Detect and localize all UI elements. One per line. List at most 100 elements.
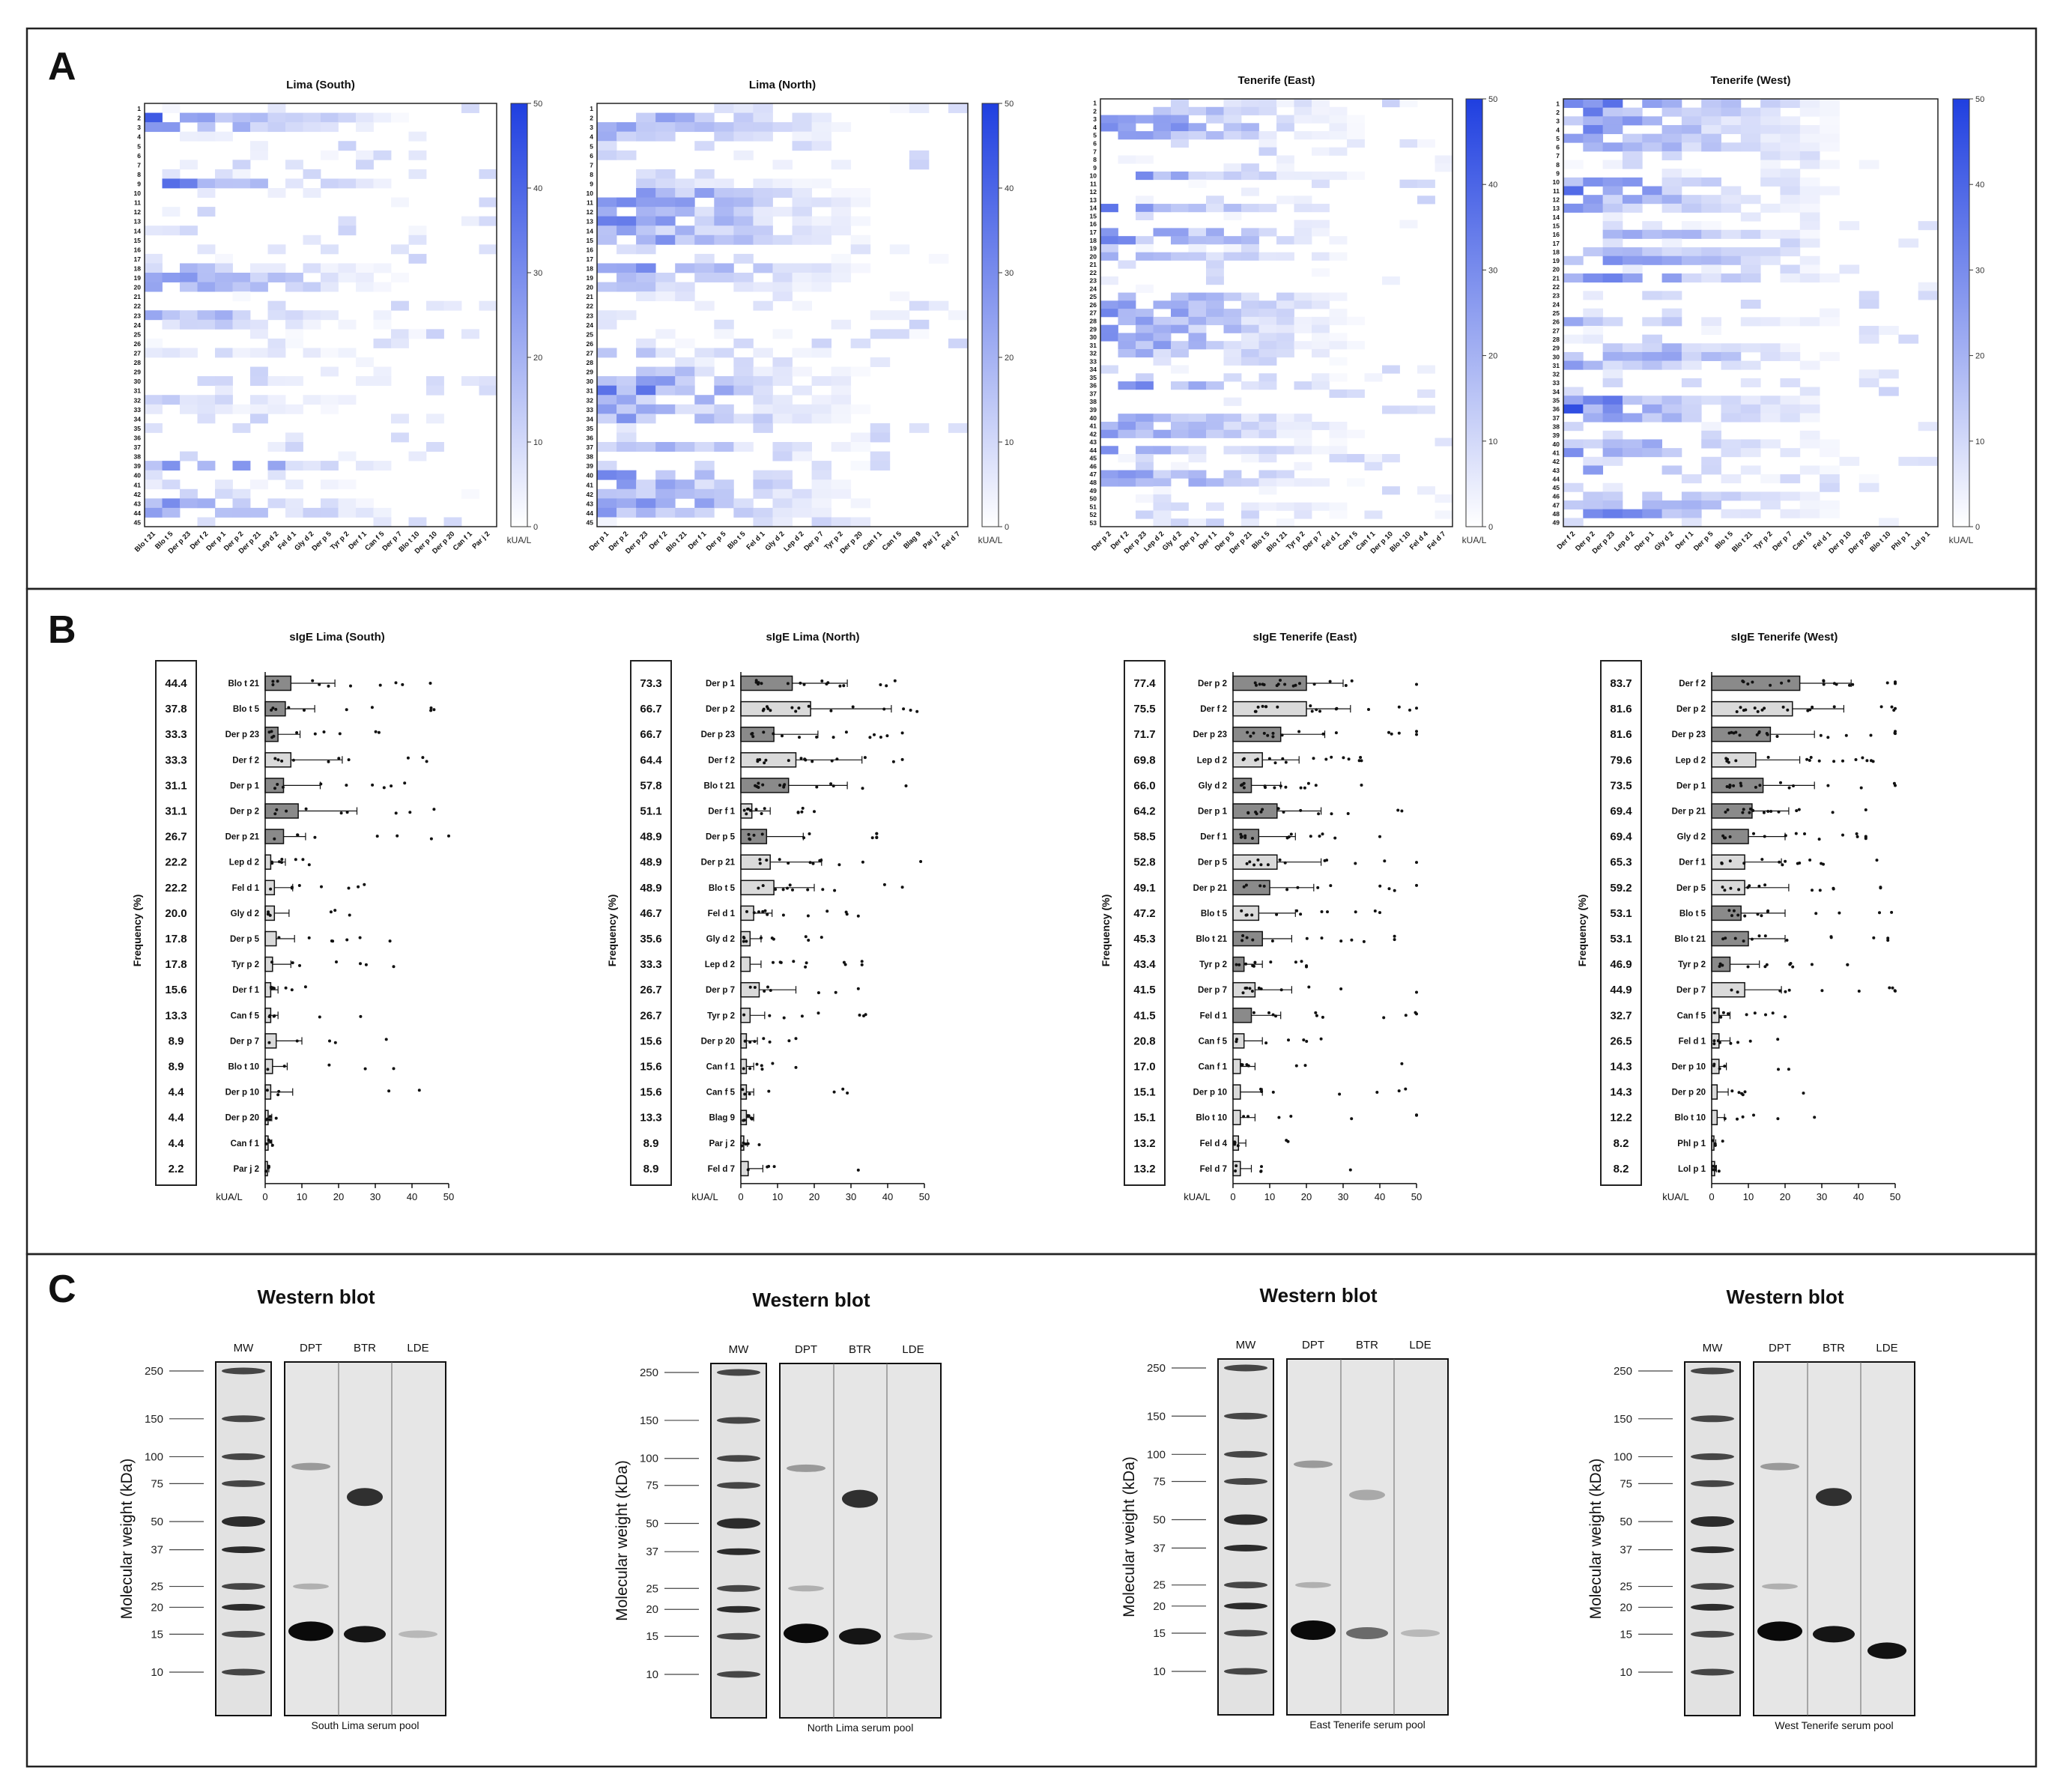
- x-tick-label: 0: [738, 1191, 743, 1202]
- heatmap-cell: [145, 507, 163, 518]
- mw-marker-label: 15: [646, 1630, 658, 1643]
- frequency-value: 2.2: [169, 1163, 184, 1175]
- heatmap-cell: [675, 507, 695, 518]
- dpt-band: [1291, 1620, 1336, 1640]
- heatmap-cell: [1820, 273, 1840, 283]
- heatmap-cell: [772, 366, 793, 377]
- data-point: [280, 858, 284, 861]
- data-point: [860, 960, 864, 963]
- heatmap-cell: [1258, 421, 1277, 431]
- data-point: [1312, 682, 1316, 686]
- heatmap-row-label: 7: [137, 161, 141, 169]
- bar: [1711, 981, 1745, 998]
- heatmap-cell: [1136, 115, 1154, 124]
- heatmap-row-label: 5: [590, 142, 593, 150]
- heatmap-cell: [1583, 491, 1604, 501]
- heatmap-cell: [694, 169, 715, 179]
- data-point: [1829, 936, 1833, 939]
- heatmap-cell: [792, 366, 812, 377]
- bar: [740, 700, 811, 717]
- heatmap-row-label: 27: [1090, 309, 1097, 317]
- heatmap-cell: [1661, 509, 1682, 518]
- heatmap-cell: [1721, 99, 1742, 109]
- heatmap-cell: [426, 300, 444, 311]
- data-point: [1276, 807, 1280, 811]
- data-point: [1757, 884, 1761, 888]
- heatmap-cell: [215, 488, 233, 499]
- data-point: [284, 986, 288, 990]
- heatmap-cell: [1858, 378, 1879, 387]
- heatmap-cell: [1602, 195, 1623, 205]
- mw-axis-label: Molecular weight (kDa): [118, 1459, 136, 1620]
- frequency-axis-label: Frequency (%): [1100, 895, 1112, 966]
- heatmap-cell: [1258, 324, 1277, 333]
- dpt-band: [788, 1585, 824, 1592]
- data-point: [276, 783, 279, 786]
- heatmap-cell: [285, 461, 303, 471]
- data-point: [335, 960, 338, 963]
- heatmap-cell: [479, 216, 497, 226]
- data-point: [1886, 939, 1890, 942]
- data-point: [425, 760, 428, 763]
- heatmap-cell: [162, 310, 181, 321]
- heatmap-cell: [267, 348, 286, 358]
- heatmap-cell: [250, 479, 268, 490]
- heatmap-cell: [338, 498, 357, 509]
- heatmap-cell: [303, 112, 321, 123]
- data-point: [1314, 784, 1318, 787]
- heatmap-cell: [733, 282, 754, 292]
- heatmap-cell: [1740, 439, 1761, 449]
- dpt-band: [1757, 1621, 1802, 1641]
- heatmap-cell: [1760, 133, 1781, 143]
- heatmap-cell: [303, 122, 321, 133]
- frequency-value: 22.2: [165, 856, 187, 869]
- mw-marker-label: 25: [1620, 1581, 1632, 1593]
- data-point: [1253, 960, 1257, 964]
- bar-category-label: Blo t 5: [709, 884, 736, 893]
- data-point: [429, 706, 433, 709]
- data-point: [1784, 990, 1787, 993]
- data-point: [794, 709, 798, 713]
- data-point: [805, 961, 808, 965]
- heatmap-cell: [811, 517, 832, 527]
- heatmap-column-label: Can f 1: [452, 530, 475, 553]
- heatmap-cell: [694, 122, 715, 133]
- heatmap-cell: [162, 395, 181, 405]
- bar-category-label: Der p 20: [225, 1114, 259, 1123]
- heatmap-cell: [1100, 324, 1118, 333]
- heatmap-row-label: 48: [1553, 510, 1560, 518]
- data-point: [1319, 1037, 1323, 1041]
- heatmap-cell: [1206, 252, 1224, 261]
- data-point: [1314, 1011, 1318, 1014]
- heatmap-cell: [1760, 247, 1781, 257]
- heatmap-cell: [1153, 478, 1172, 487]
- data-point: [1784, 834, 1787, 838]
- heatmap-cell: [909, 319, 930, 330]
- heatmap-cell: [1760, 343, 1781, 353]
- data-point: [794, 1037, 798, 1041]
- data-point: [1743, 914, 1747, 918]
- heatmap-cell: [1602, 317, 1623, 327]
- data-point: [1737, 888, 1741, 892]
- data-point: [1745, 1013, 1748, 1017]
- heatmap-cell: [792, 178, 812, 189]
- heatmap-cell: [1206, 260, 1224, 269]
- heatmap-column-label: Lep d 2: [1613, 530, 1636, 553]
- heatmap-row-label: 44: [1090, 447, 1097, 454]
- data-point: [752, 911, 756, 915]
- heatmap-row-label: 24: [134, 321, 142, 329]
- heatmap-row-label: 34: [1090, 366, 1097, 373]
- data-point: [1808, 859, 1812, 862]
- bar-category-label: Tyr p 2: [1678, 960, 1706, 969]
- heatmap-cell: [617, 122, 637, 133]
- heatmap-cell: [597, 414, 617, 424]
- data-point: [1309, 704, 1312, 708]
- heatmap-cell: [1188, 204, 1207, 213]
- data-point: [1277, 1116, 1281, 1119]
- data-point: [1259, 1087, 1262, 1091]
- data-point: [1317, 812, 1321, 816]
- data-point: [349, 684, 352, 688]
- heatmap-cell: [597, 395, 617, 405]
- data-point: [1303, 786, 1306, 790]
- frequency-value: 15.1: [1133, 1086, 1155, 1099]
